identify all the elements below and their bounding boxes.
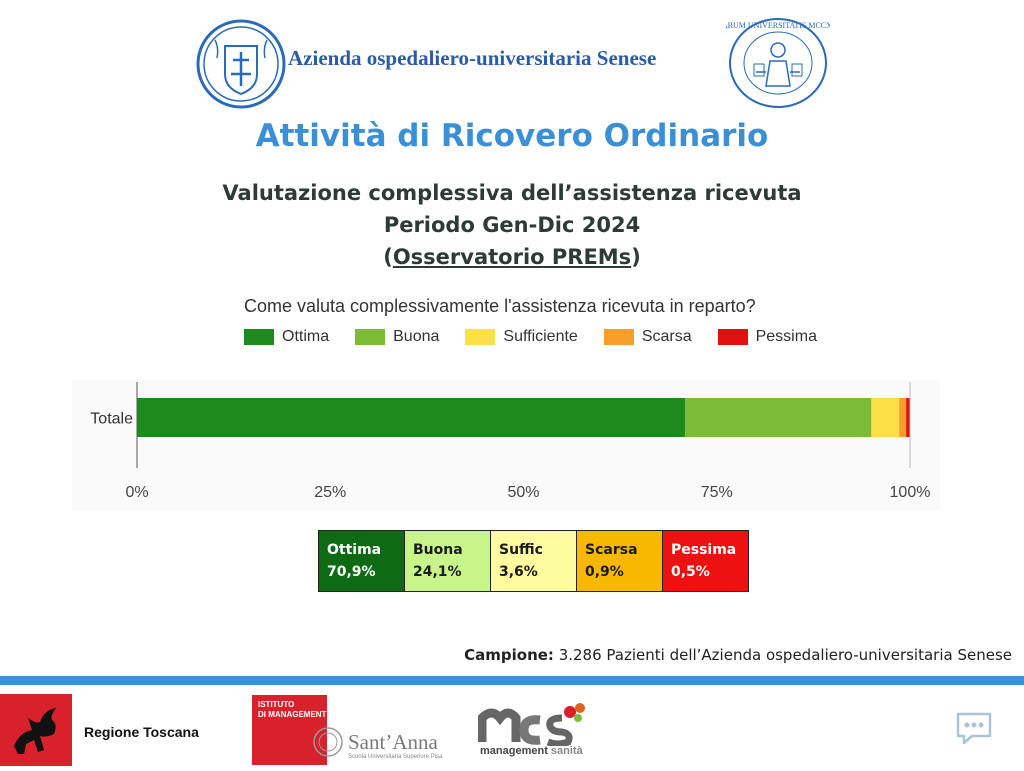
legend-item-pessima: Pessima — [717, 328, 817, 346]
summary-cell-suffic: Suffic 3,6% — [490, 530, 577, 592]
summary-label: Suffic — [499, 542, 543, 558]
mes-text: management sanità — [480, 745, 583, 757]
legend-item-sufficiente: Sufficiente — [465, 328, 578, 346]
bar-pessima — [906, 398, 910, 437]
regione-toscana-text: Regione Toscana — [84, 724, 199, 740]
university-seal: SENARUM UNIVERSITATIS MCCXXXX — [726, 18, 830, 108]
legend-swatch — [465, 329, 496, 345]
legend-item-ottima: Ottima — [244, 328, 329, 346]
chart-title: Come valuta complessivamente l'assistenz… — [244, 296, 756, 316]
summary-value: 24,1% — [413, 564, 462, 580]
x-tick-label: 75% — [701, 484, 733, 501]
x-tick-label: 25% — [314, 484, 346, 501]
legend-swatch — [717, 329, 748, 345]
chart-legend: Ottima Buona Sufficiente Scarsa Pessima — [244, 328, 843, 346]
summary-value: 0,5% — [671, 564, 710, 580]
category-label: Totale — [90, 411, 133, 428]
x-tick-label: 100% — [890, 484, 931, 501]
istituto-text: ISTITUTO DI MANAGEMENT — [258, 700, 327, 719]
istituto-management-logo — [252, 695, 327, 765]
legend-label: Pessima — [755, 328, 817, 345]
summary-label: Ottima — [327, 542, 382, 558]
summary-label: Pessima — [671, 542, 737, 558]
summary-value: 70,9% — [327, 564, 376, 580]
legend-label: Scarsa — [641, 328, 692, 345]
santanna-seal-icon — [313, 727, 343, 757]
legend-item-buona: Buona — [355, 328, 439, 346]
legend-swatch — [244, 329, 274, 345]
bar-scarsa — [899, 398, 907, 437]
seal-text: SENARUM UNIVERSITATIS MCCXXXX — [726, 21, 830, 30]
prems-link: Osservatorio PREMs — [392, 245, 632, 269]
subtitle-line-3: (Osservatorio PREMs) — [383, 245, 641, 269]
sample-note: Campione: 3.286 Pazienti dell’Azienda os… — [464, 646, 1012, 664]
summary-cell-ottima: Ottima 70,9% — [318, 530, 405, 592]
summary-label: Scarsa — [585, 542, 638, 558]
summary-label: Buona — [413, 542, 463, 558]
legend-label: Buona — [393, 328, 440, 345]
x-tick-label: 50% — [507, 484, 539, 501]
legend-swatch — [355, 329, 386, 345]
summary-table: Ottima 70,9% Buona 24,1% Suffic 3,6% Scarsa 0,9… — [318, 530, 749, 592]
regione-toscana-logo — [0, 694, 72, 766]
bar-ottima — [137, 398, 686, 437]
subtitle-line-2: Periodo Gen-Dic 2024 — [383, 213, 641, 237]
footer-divider — [0, 676, 1024, 685]
summary-cell-scarsa: Scarsa 0,9% — [576, 530, 663, 592]
subtitle-line-1: Valutazione complessiva dell’assistenza … — [222, 181, 802, 205]
legend-label: Ottima — [282, 328, 330, 345]
x-tick-label: 0% — [125, 484, 148, 501]
org-name: Azienda ospedaliero-universitaria Senese — [288, 46, 657, 70]
summary-cell-buona: Buona 24,1% — [404, 530, 491, 592]
mes-logo — [478, 703, 585, 746]
summary-cell-pessima: Pessima 0,5% — [662, 530, 749, 592]
legend-item-scarsa: Scarsa — [603, 328, 692, 346]
santanna-text: Sant’Anna — [348, 730, 438, 754]
summary-value: 0,9% — [585, 564, 624, 580]
hospital-logo — [196, 19, 286, 109]
page-title: Attività di Ricovero Ordinario — [255, 118, 769, 154]
summary-value: 3,6% — [499, 564, 538, 580]
bar-buona — [685, 398, 872, 437]
legend-swatch — [603, 329, 634, 345]
santanna-subtext: Scuola Universitaria Superiore Pisa — [348, 754, 443, 760]
legend-label: Sufficiente — [503, 328, 578, 345]
pegasus-icon — [14, 708, 56, 754]
bar-sufficiente — [871, 398, 900, 437]
summary-row: Ottima 70,9% Buona 24,1% Suffic 3,6% Scarsa 0,9… — [318, 530, 749, 592]
stacked-bar-chart: Totale 0% 25% 50% 75% 100% — [90, 382, 931, 501]
chat-icon[interactable] — [954, 710, 994, 746]
